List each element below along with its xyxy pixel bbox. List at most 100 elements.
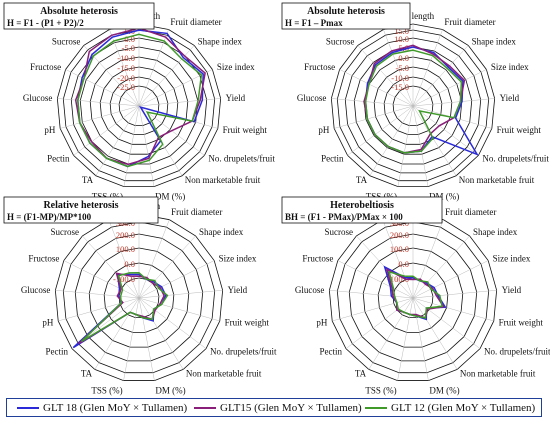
tick-label: -15.0 bbox=[391, 82, 409, 92]
axis-label: Fruit weight bbox=[497, 125, 542, 135]
panel-formula: BH = (F1 - PMax)/PMax × 100 bbox=[285, 212, 403, 222]
spoke-9 bbox=[138, 105, 155, 187]
grid-ring-4 bbox=[88, 247, 190, 348]
spoke-13 bbox=[58, 297, 140, 322]
axis-label: Fructose bbox=[28, 253, 59, 263]
panel-title-box bbox=[3, 2, 155, 30]
axis-label: Pectin bbox=[47, 153, 70, 163]
series-line-3 bbox=[364, 49, 463, 154]
grid-ring-1 bbox=[54, 213, 224, 381]
axis-label: TA bbox=[82, 175, 94, 185]
axis-label: Pectin bbox=[321, 153, 344, 163]
grid-ring-5 bbox=[377, 262, 449, 333]
grid-ring-2 bbox=[336, 29, 490, 182]
radar-panel-2: 20.015.010.05.00.0-5.0-10.0-15.0-20.0-25… bbox=[281, 0, 549, 202]
tick-label: 100.0 bbox=[390, 244, 409, 254]
axis-label: TSS (%) bbox=[365, 385, 396, 395]
axis-label: No. drupelets/fruit bbox=[210, 347, 277, 357]
grid-ring-3 bbox=[344, 37, 482, 174]
tick-label: -15.0 bbox=[117, 63, 135, 73]
spoke-3 bbox=[412, 45, 469, 107]
grid-ring-1 bbox=[56, 23, 222, 188]
legend-swatch-glt15 bbox=[194, 406, 216, 409]
axis-label: Sucrose bbox=[326, 37, 355, 47]
tick-label: 200.0 bbox=[390, 230, 409, 240]
spoke-17 bbox=[109, 29, 140, 107]
panel-title-box bbox=[281, 2, 411, 30]
axis-label: Fructose bbox=[302, 253, 333, 263]
axis-label: Glucose bbox=[21, 285, 51, 295]
panel-formula: H = F1 – Pmax bbox=[285, 18, 343, 28]
tick-label: -5.0 bbox=[122, 43, 135, 53]
panel-formula: H = (F1-MP)/MP*100 bbox=[7, 212, 92, 222]
tick-label: 0.0 bbox=[124, 259, 135, 269]
spoke-4 bbox=[412, 260, 489, 299]
axis-label: Glucose bbox=[295, 285, 325, 295]
spoke-6 bbox=[412, 297, 494, 322]
spoke-17 bbox=[382, 219, 414, 299]
grid-ring-7 bbox=[109, 76, 169, 135]
grid-ring-5 bbox=[89, 56, 189, 155]
legend-item-glt15: GLT15 (Glen MoY × Tullamen) bbox=[194, 399, 362, 416]
axis-label: DM (%) bbox=[155, 192, 185, 202]
axis-label: pH bbox=[44, 125, 56, 135]
spoke-11 bbox=[95, 105, 140, 176]
axis-label: pH bbox=[42, 317, 54, 327]
spoke-13 bbox=[60, 105, 140, 129]
panel-title: Heterobeltiosis bbox=[330, 200, 394, 211]
axis-label: No. drupelets/fruit bbox=[484, 347, 550, 357]
panel-title: Absolute heterosis bbox=[40, 6, 118, 17]
axis-label: Size index bbox=[493, 253, 531, 263]
spoke-10 bbox=[397, 105, 414, 187]
legend-label-glt12: GLT 12 (Glen MoY × Tullamen) bbox=[391, 401, 536, 414]
spoke-13 bbox=[334, 105, 414, 129]
grid-ring-3 bbox=[74, 233, 204, 362]
grid-ring-7 bbox=[383, 76, 443, 135]
spoke-8 bbox=[412, 105, 457, 176]
axis-label: Shape index bbox=[198, 37, 243, 47]
spoke-10 bbox=[123, 105, 140, 187]
axis-label: Yield bbox=[500, 93, 520, 103]
tick-label: -100.0 bbox=[387, 274, 409, 284]
tick-label: -25.0 bbox=[117, 82, 135, 92]
axis-label: Fruit length bbox=[392, 11, 435, 21]
axis-label: Fruit diameter bbox=[444, 17, 495, 27]
spoke-7 bbox=[412, 297, 481, 349]
radar-panel-1: 10.05.00.0-5.0-10.0-15.0-20.0-25.0Fruit … bbox=[3, 2, 275, 202]
grid-ring-3 bbox=[348, 233, 478, 362]
grid-ring-4 bbox=[353, 46, 473, 165]
spoke-3 bbox=[412, 235, 470, 299]
axis-label: TSS (%) bbox=[366, 192, 397, 202]
axis-label: Fruit weight bbox=[223, 125, 268, 135]
spoke-14 bbox=[331, 98, 414, 107]
panel-title: Relative heterosis bbox=[43, 200, 118, 211]
axis-label: Sucrose bbox=[325, 227, 354, 237]
axis-label: Pectin bbox=[319, 347, 342, 357]
spoke-13 bbox=[332, 297, 414, 322]
axis-label: Fruit diameter bbox=[445, 207, 496, 217]
axis-label: Non marketable fruit bbox=[459, 175, 535, 185]
axis-label: TSS (%) bbox=[91, 385, 122, 395]
spoke-17 bbox=[383, 29, 414, 107]
tick-label: 0.0 bbox=[398, 259, 409, 269]
axis-label: Fruit weight bbox=[225, 317, 270, 327]
spoke-14 bbox=[57, 98, 140, 107]
spoke-7 bbox=[412, 105, 479, 156]
grid-ring-8 bbox=[118, 85, 160, 127]
panel-title-box bbox=[281, 196, 443, 224]
spoke-12 bbox=[345, 297, 414, 349]
axis-label: Size index bbox=[491, 62, 529, 72]
spoke-7 bbox=[138, 297, 207, 349]
panel-formula: H = F1 - (P1 + P2)/2 bbox=[7, 18, 84, 28]
axis-label: TA bbox=[356, 175, 368, 185]
axis-label: Pectin bbox=[45, 347, 68, 357]
axis-label: Shape index bbox=[472, 37, 517, 47]
panel-title-box bbox=[3, 196, 159, 224]
tick-label: 200.0 bbox=[116, 230, 135, 240]
grid-ring-2 bbox=[62, 221, 216, 374]
axis-label: Non marketable fruit bbox=[186, 369, 262, 379]
axis-label: Sucrose bbox=[51, 227, 80, 237]
spoke-5 bbox=[138, 98, 221, 107]
